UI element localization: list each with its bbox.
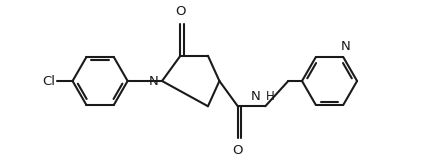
Text: N: N [251,90,261,103]
Text: N: N [341,40,350,53]
Text: O: O [175,5,185,18]
Text: O: O [233,144,243,157]
Text: N: N [149,75,159,87]
Text: Cl: Cl [42,75,55,87]
Text: H: H [266,90,275,103]
